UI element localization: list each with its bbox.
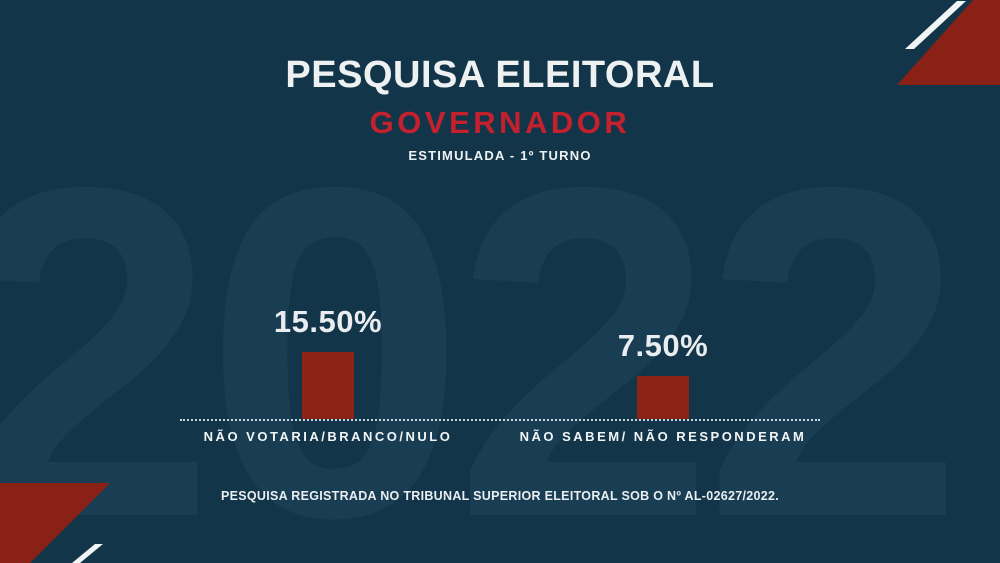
registration-note: PESQUISA REGISTRADA NO TRIBUNAL SUPERIOR… [220, 489, 780, 503]
category-label-nao-votaria: NÃO VOTARIA/BRANCO/NULO [203, 429, 453, 444]
footer: PESQUISA REGISTRADA NO TRIBUNAL SUPERIOR… [0, 489, 1000, 503]
poll-type-label: ESTIMULADA - 1º TURNO [408, 148, 592, 163]
bar-column-nao-sabem: 7.50% [463, 328, 863, 419]
chart-baseline-dotted [180, 419, 820, 421]
page-subtitle: GOVERNADOR [369, 105, 631, 140]
category-label-nao-sabem: NÃO SABEM/ NÃO RESPONDERAM [519, 429, 807, 444]
top-right-white-stripe [905, 1, 966, 49]
bar-column-nao-votaria: 15.50% [128, 304, 528, 419]
bar-value-label-nao-sabem: 7.50% [617, 328, 709, 363]
bar-nao-votaria [302, 352, 354, 419]
header: PESQUISA ELEITORAL GOVERNADOR ESTIMULADA… [0, 54, 1000, 163]
bar-nao-sabem [637, 376, 689, 419]
bar-value-label-nao-votaria: 15.50% [273, 304, 383, 339]
page-title: PESQUISA ELEITORAL [285, 54, 715, 96]
background-year-watermark: 2022 [0, 90, 965, 563]
